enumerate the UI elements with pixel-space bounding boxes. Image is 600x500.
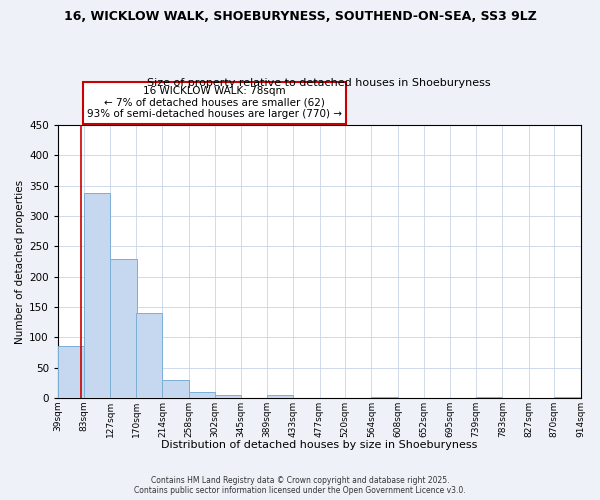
Bar (215, 395, 241, 398)
Bar (371, 397, 398, 398)
Text: 16 WICKLOW WALK: 78sqm
← 7% of detached houses are smaller (62)
93% of semi-deta: 16 WICKLOW WALK: 78sqm ← 7% of detached … (87, 86, 342, 120)
Title: Size of property relative to detached houses in Shoeburyness: Size of property relative to detached ho… (148, 78, 491, 88)
Text: Contains HM Land Registry data © Crown copyright and database right 2025.
Contai: Contains HM Land Registry data © Crown c… (134, 476, 466, 495)
Y-axis label: Number of detached properties: Number of detached properties (15, 180, 25, 344)
Bar (189, 392, 215, 398)
Bar (267, 395, 293, 398)
Bar (84, 193, 110, 398)
Bar (58, 346, 84, 398)
Bar (136, 313, 163, 398)
Bar (110, 259, 137, 398)
Bar (163, 380, 189, 398)
Text: 16, WICKLOW WALK, SHOEBURYNESS, SOUTHEND-ON-SEA, SS3 9LZ: 16, WICKLOW WALK, SHOEBURYNESS, SOUTHEND… (64, 10, 536, 23)
X-axis label: Distribution of detached houses by size in Shoeburyness: Distribution of detached houses by size … (161, 440, 478, 450)
Bar (554, 397, 581, 398)
